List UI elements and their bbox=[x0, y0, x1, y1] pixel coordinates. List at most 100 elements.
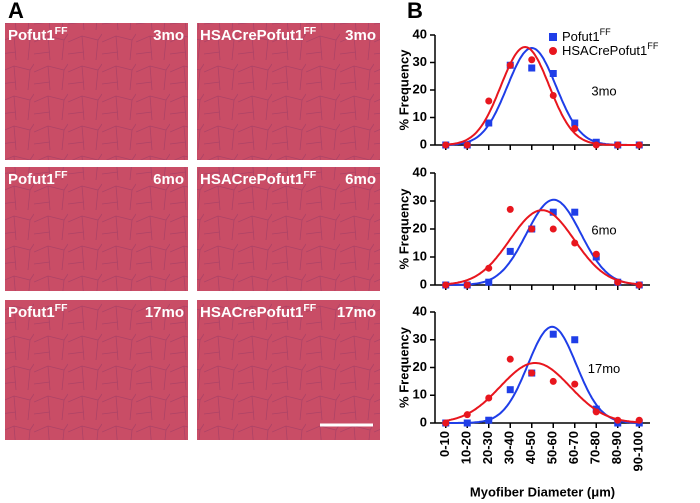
y-tick-label: 30 bbox=[413, 192, 427, 207]
histology-image bbox=[197, 300, 380, 440]
marker bbox=[463, 141, 471, 149]
label-text: HSACrePofut1 bbox=[200, 171, 303, 188]
age-label: 3mo bbox=[345, 27, 376, 44]
marker bbox=[571, 119, 579, 127]
label-text: Pofut1 bbox=[8, 304, 55, 321]
label-superscript: FF bbox=[647, 41, 659, 51]
age-annotation: 3mo bbox=[591, 83, 616, 98]
y-tick-label: 40 bbox=[413, 164, 427, 179]
legend-marker bbox=[549, 47, 557, 55]
marker bbox=[485, 119, 493, 127]
marker bbox=[614, 416, 622, 424]
x-tick-label: 20-30 bbox=[480, 431, 495, 464]
marker bbox=[528, 64, 536, 72]
x-tick-label: 70-80 bbox=[588, 431, 603, 464]
legend-marker bbox=[549, 33, 557, 41]
y-tick-label: 30 bbox=[413, 54, 427, 69]
label-text: Pofut1 bbox=[562, 29, 600, 44]
marker bbox=[635, 281, 643, 289]
marker bbox=[614, 141, 622, 149]
x-tick-label: 60-70 bbox=[566, 431, 581, 464]
marker bbox=[506, 355, 514, 363]
x-tick-label: 10-20 bbox=[459, 431, 474, 464]
fit-curve bbox=[445, 198, 640, 286]
histology-image bbox=[197, 23, 380, 160]
histology-image bbox=[5, 300, 188, 440]
marker bbox=[485, 264, 493, 272]
age-label: 3mo bbox=[153, 27, 184, 44]
label-superscript: FF bbox=[55, 302, 68, 314]
marker bbox=[485, 278, 493, 286]
label-superscript: FF bbox=[303, 169, 316, 181]
marker bbox=[592, 141, 600, 149]
y-tick-label: 40 bbox=[413, 303, 427, 318]
marker bbox=[549, 377, 557, 385]
histology-image bbox=[197, 167, 380, 291]
marker bbox=[528, 225, 536, 233]
marker bbox=[485, 394, 493, 402]
x-tick-label: 0-10 bbox=[437, 431, 452, 457]
label-text: HSACrePofut1 bbox=[200, 27, 303, 44]
label-superscript: FF bbox=[600, 27, 612, 37]
marker bbox=[506, 205, 514, 213]
y-axis-label: % Frequency bbox=[396, 326, 411, 408]
marker bbox=[549, 208, 557, 216]
x-tick-label: 90-100 bbox=[631, 431, 646, 471]
histology-image bbox=[5, 23, 188, 160]
marker bbox=[571, 380, 579, 388]
fit-curve bbox=[445, 362, 640, 424]
y-axis-label: % Frequency bbox=[396, 188, 411, 270]
marker bbox=[506, 61, 514, 69]
x-axis-label: Myofiber Diameter (μm) bbox=[470, 484, 615, 499]
x-tick-label: 40-50 bbox=[523, 431, 538, 464]
marker bbox=[549, 92, 557, 99]
marker bbox=[549, 330, 557, 338]
marker bbox=[528, 369, 536, 377]
marker bbox=[442, 141, 450, 149]
label-superscript: FF bbox=[55, 25, 68, 37]
label: HSACrePofut1FF bbox=[200, 169, 317, 188]
marker bbox=[549, 70, 557, 77]
marker bbox=[571, 336, 579, 344]
label-superscript: FF bbox=[55, 169, 68, 181]
marker bbox=[635, 141, 643, 149]
y-tick-label: 20 bbox=[413, 359, 427, 374]
y-tick-label: 30 bbox=[413, 331, 427, 346]
label: Pofut1FF bbox=[8, 302, 68, 321]
y-tick-label: 40 bbox=[413, 26, 427, 41]
age-label: 17mo bbox=[337, 304, 376, 321]
marker bbox=[442, 419, 450, 427]
marker bbox=[506, 247, 514, 255]
label: HSACrePofut1FF bbox=[562, 41, 659, 58]
fit-curve bbox=[445, 209, 640, 286]
marker bbox=[592, 408, 600, 416]
age-annotation: 17mo bbox=[588, 361, 621, 376]
x-tick-label: 80-90 bbox=[609, 431, 624, 464]
age-label: 17mo bbox=[145, 304, 184, 321]
marker bbox=[571, 208, 579, 216]
marker bbox=[463, 411, 471, 419]
label: Pofut1FF bbox=[562, 27, 611, 44]
y-tick-label: 0 bbox=[420, 276, 427, 291]
label: Pofut1FF bbox=[8, 169, 68, 188]
age-label: 6mo bbox=[153, 171, 184, 188]
label-text: HSACrePofut1 bbox=[200, 304, 303, 321]
age-annotation: 6mo bbox=[591, 222, 616, 237]
y-axis-label: % Frequency bbox=[396, 49, 411, 131]
label: HSACrePofut1FF bbox=[200, 25, 317, 44]
marker bbox=[442, 281, 450, 289]
marker bbox=[571, 125, 579, 132]
age-label: 6mo bbox=[345, 171, 376, 188]
marker bbox=[571, 239, 579, 247]
x-tick-label: 30-40 bbox=[502, 431, 517, 464]
marker bbox=[485, 416, 493, 424]
marker bbox=[549, 225, 557, 233]
y-tick-label: 10 bbox=[413, 248, 427, 263]
panel-label: B bbox=[407, 0, 423, 23]
label-text: HSACrePofut1 bbox=[562, 43, 647, 58]
label-superscript: FF bbox=[303, 25, 316, 37]
y-tick-label: 20 bbox=[413, 81, 427, 96]
label-text: Pofut1 bbox=[8, 171, 55, 188]
marker bbox=[614, 278, 622, 286]
